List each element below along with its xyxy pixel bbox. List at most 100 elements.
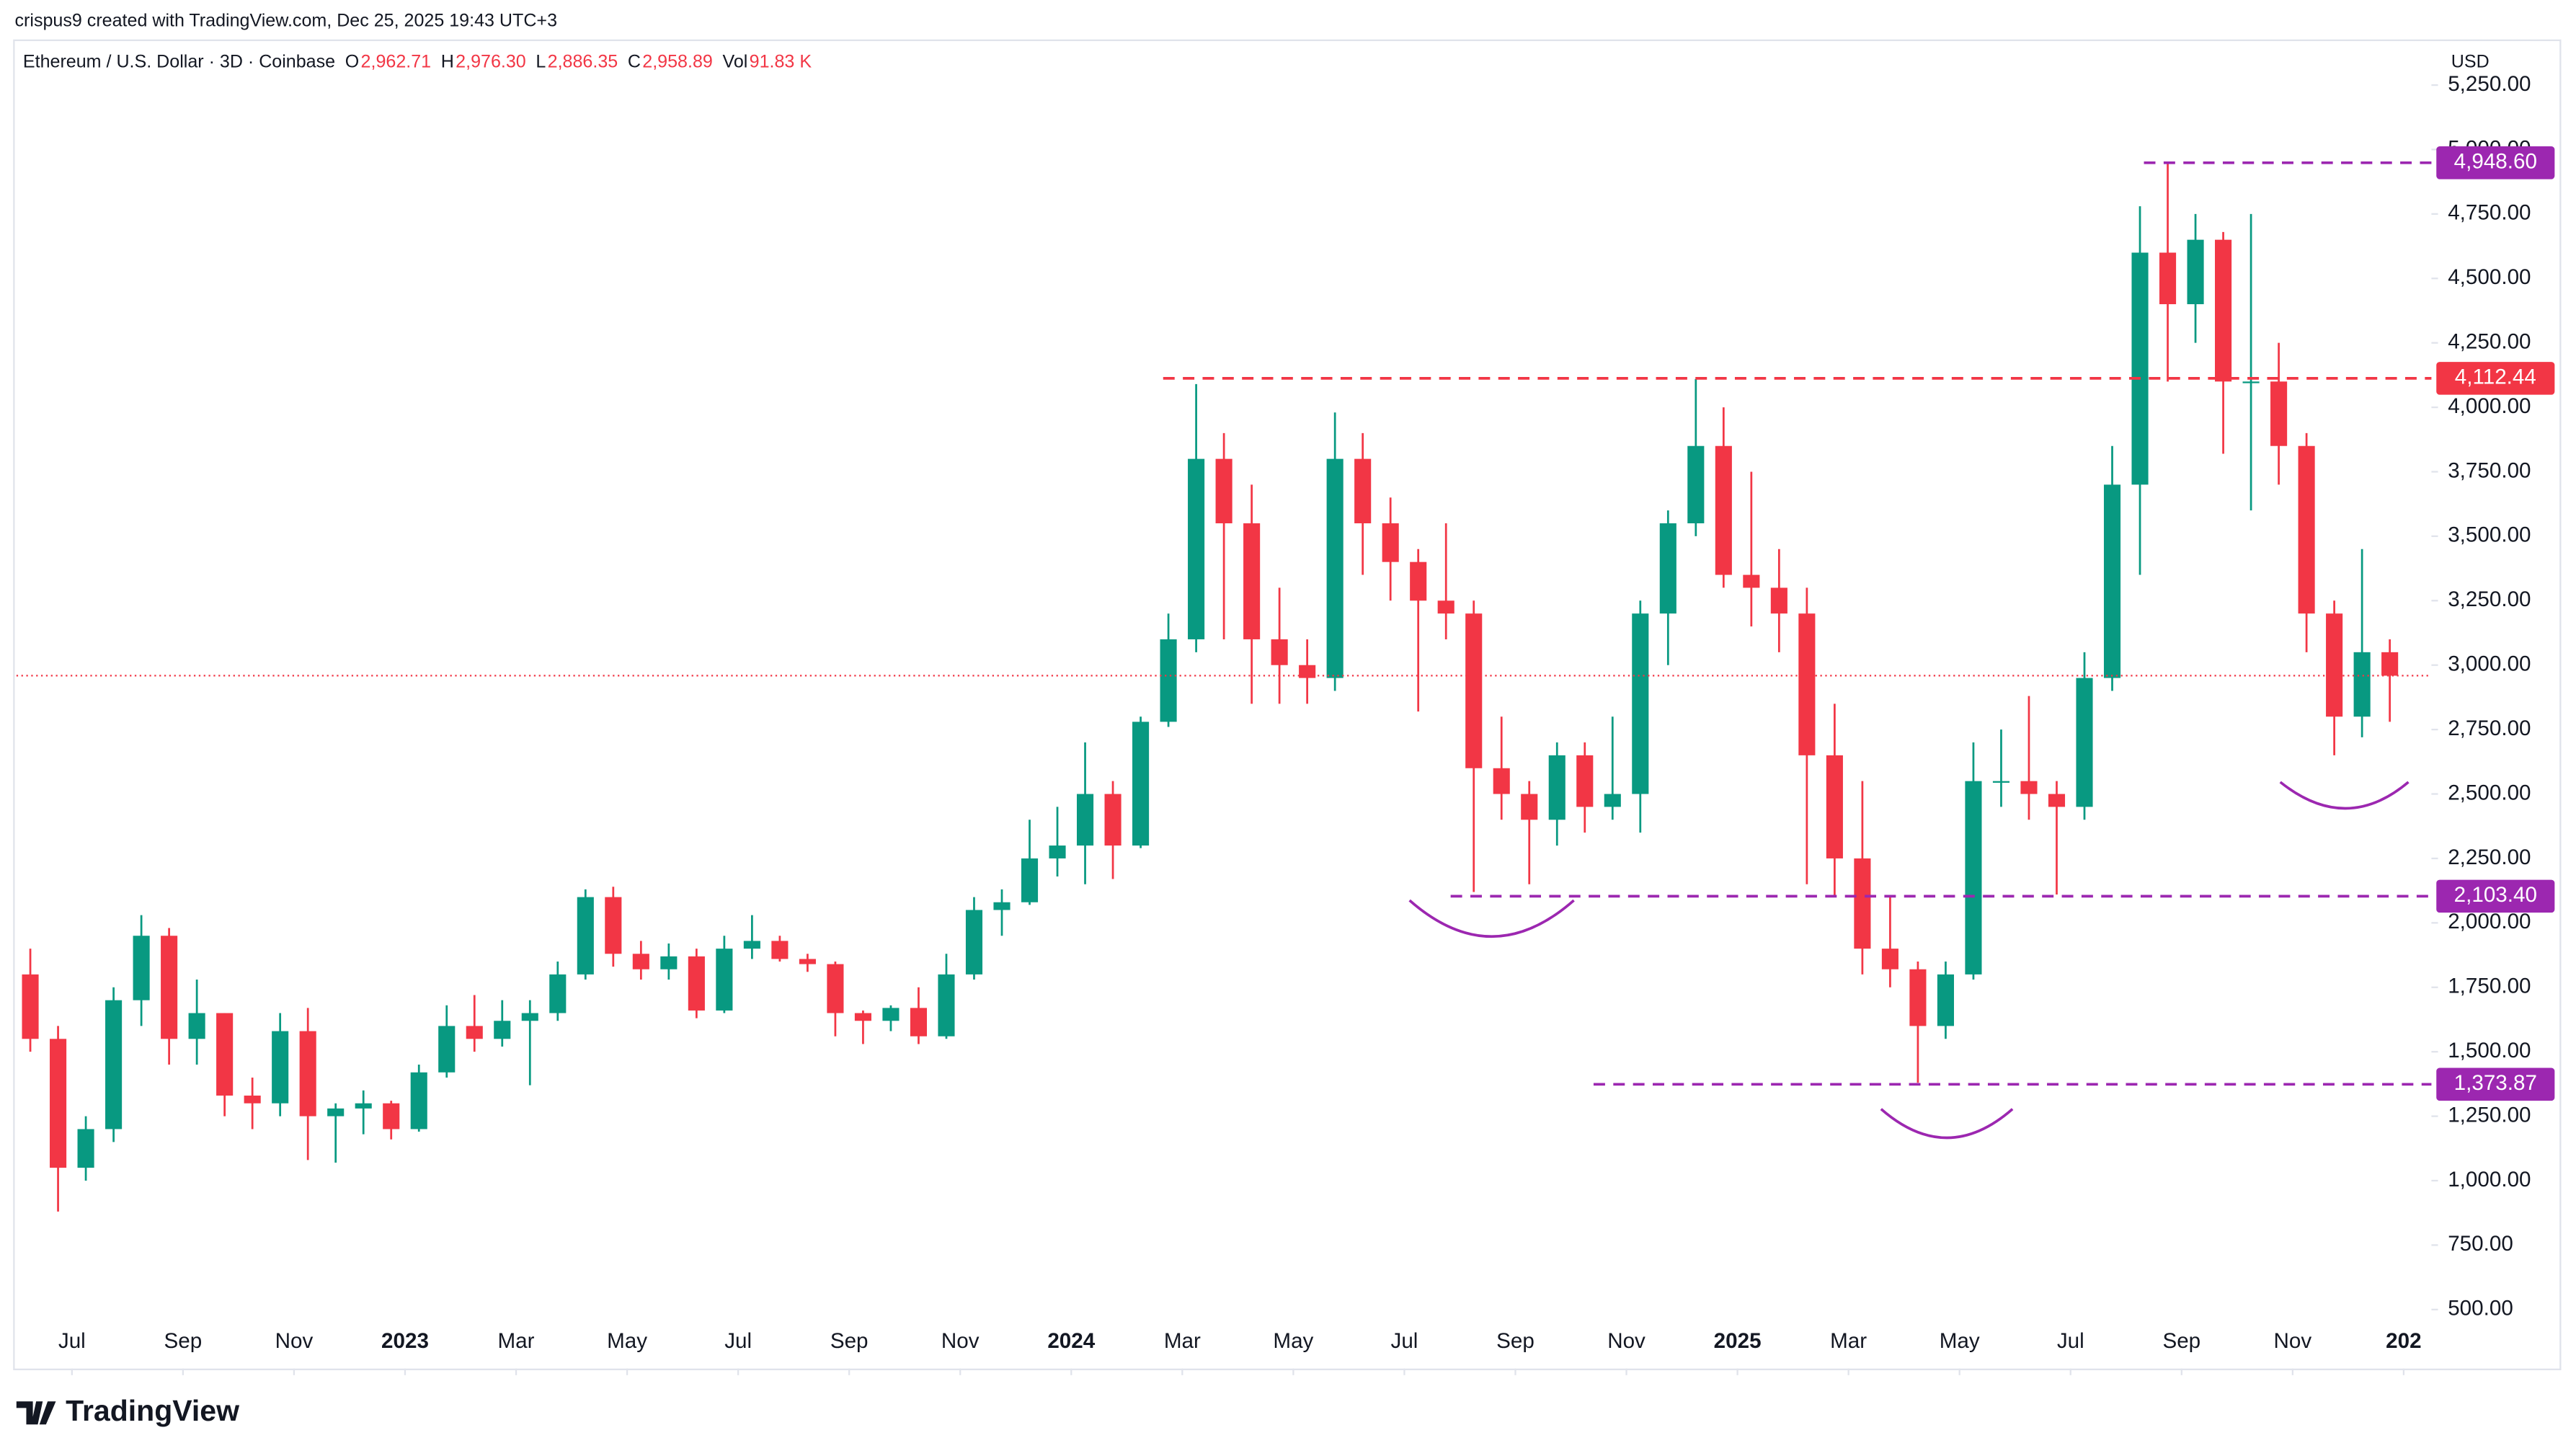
y-tick-label: 2,750.00 (2448, 716, 2531, 740)
y-tick-label: 2,000.00 (2448, 910, 2531, 933)
candle-body (1826, 755, 1843, 858)
candle-body (2270, 381, 2288, 446)
candle-body (1548, 755, 1565, 820)
ohlc-key: L (536, 51, 546, 71)
candle-body (494, 1021, 511, 1039)
x-tick-label: Jul (724, 1329, 752, 1353)
candle-body (1049, 845, 1066, 858)
y-tick-label: 4,500.00 (2448, 265, 2531, 289)
y-tick-label: 3,500.00 (2448, 523, 2531, 547)
candle-body (910, 1008, 928, 1036)
logo: TradingView (16, 1394, 239, 1427)
candle-body (2131, 252, 2149, 485)
ohlc-value: 2,962.71 (361, 51, 432, 71)
candle-body (188, 1013, 205, 1039)
candle-body (827, 964, 844, 1013)
candle-body (1743, 574, 1760, 588)
x-tick-label: 2023 (381, 1329, 429, 1353)
x-tick-label: May (1273, 1329, 1313, 1353)
candle-body (2048, 794, 2066, 807)
candle-body (1021, 858, 1039, 902)
y-tick-label: 3,250.00 (2448, 587, 2531, 611)
candle-body (688, 956, 705, 1011)
candle-body (605, 897, 622, 954)
y-tick-label: 750.00 (2448, 1232, 2513, 1256)
candle-body (1687, 445, 1705, 524)
candle-body (355, 1103, 372, 1109)
y-tick-label: 1,750.00 (2448, 975, 2531, 998)
candle-body (1965, 781, 1982, 975)
candle-body (383, 1103, 400, 1129)
credit: crispus9 created with TradingView.com, D… (15, 10, 558, 30)
x-tick-label: Nov (1607, 1329, 1645, 1353)
candle-body (1854, 858, 1871, 949)
x-tick-label: Sep (2162, 1329, 2200, 1353)
candle-body (133, 936, 150, 1000)
candle-body (549, 974, 567, 1013)
candle-body (1437, 600, 1454, 614)
candle-body (1715, 445, 1732, 575)
candle-body (799, 959, 816, 964)
candle-body (22, 974, 39, 1039)
level-label: 2,103.40 (2454, 883, 2537, 907)
candle-body (1465, 613, 1483, 768)
brand: TradingView (66, 1394, 239, 1427)
candle-body (1132, 722, 1150, 846)
symbol: Ethereum / U.S. Dollar · 3D · Coinbase (23, 51, 335, 71)
candle-body (2187, 239, 2204, 305)
candle-body (1326, 458, 1343, 678)
candle-body (1160, 639, 1177, 722)
candle-body (521, 1013, 538, 1021)
candle-body (2298, 445, 2315, 614)
y-tick-label: 5,250.00 (2448, 72, 2531, 96)
level-tag (2436, 1067, 2555, 1101)
candle-body (466, 1026, 483, 1039)
x-tick-label: Mar (1830, 1329, 1867, 1353)
candle-body (272, 1031, 289, 1104)
candle-body (1271, 639, 1288, 665)
ohlc-value: 2,976.30 (456, 51, 526, 71)
x-tick-label: Nov (275, 1329, 314, 1353)
x-tick-label: May (607, 1329, 647, 1353)
candle-body (1076, 794, 1094, 846)
candle-body (1659, 523, 1676, 614)
x-tick-label: Jul (2057, 1329, 2084, 1353)
level-label: 4,112.44 (2455, 365, 2536, 389)
candle-body (743, 941, 760, 949)
candle-body (938, 974, 955, 1036)
candle-body (2020, 781, 2038, 794)
candle-body (716, 949, 733, 1011)
ohlc-value: 91.83 K (750, 51, 812, 71)
y-tick-label: 1,250.00 (2448, 1103, 2531, 1127)
x-tick-label: Sep (1496, 1329, 1535, 1353)
candle-body (1798, 613, 1816, 755)
x-tick-label: Nov (941, 1329, 980, 1353)
candle-body (1881, 949, 1898, 969)
y-tick-label: 4,000.00 (2448, 394, 2531, 418)
y-tick-label: 3,750.00 (2448, 458, 2531, 482)
y-tick-label: 2,500.00 (2448, 781, 2531, 804)
candle-body (438, 1026, 456, 1073)
ohlc-value: 2,958.89 (642, 51, 713, 71)
candle-body (1937, 974, 1954, 1026)
candle-body (577, 897, 594, 975)
x-tick-label: Mar (498, 1329, 535, 1353)
currency: USD (2451, 51, 2490, 71)
chart-frame (13, 39, 2562, 1370)
candle-body (854, 1013, 871, 1021)
candle-body (1410, 561, 1427, 601)
x-tick-label: 202 (2386, 1329, 2421, 1353)
candle-body (2242, 381, 2260, 383)
candle-body (632, 954, 649, 969)
pattern-arcs (1408, 781, 2410, 1140)
candle-body (50, 1039, 67, 1168)
x-tick-label: Mar (1164, 1329, 1201, 1353)
ohlc-key: O (345, 51, 360, 71)
candle-body (2381, 652, 2399, 676)
candle-body (1104, 794, 1122, 846)
x-tick-label: May (1940, 1329, 1980, 1353)
candle-body (1992, 781, 2010, 783)
x-tick-label: 2025 (1714, 1329, 1762, 1353)
